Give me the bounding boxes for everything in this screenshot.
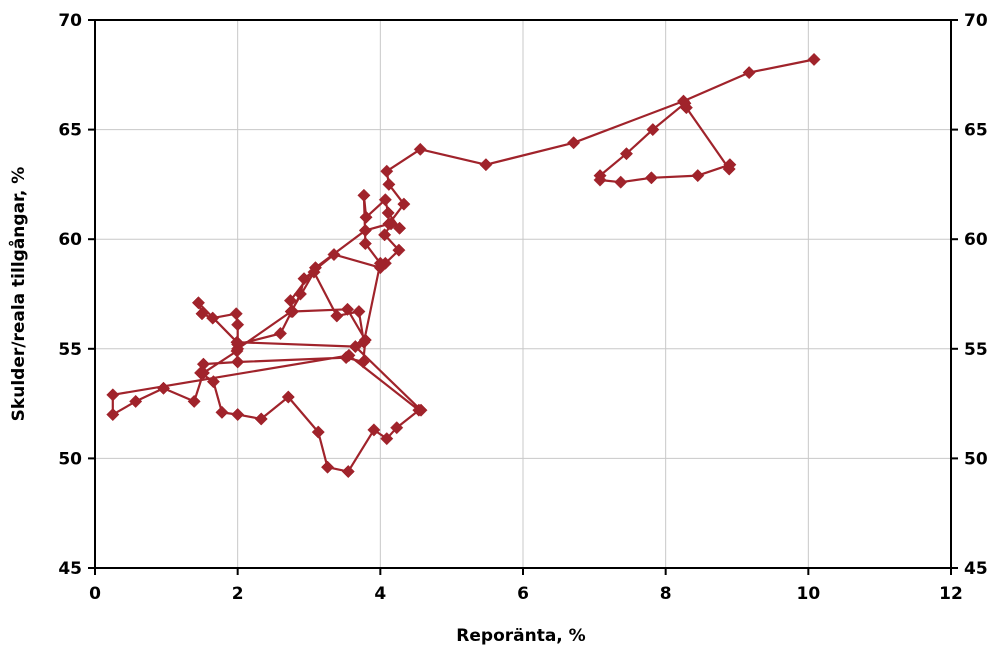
data-point-marker bbox=[359, 210, 373, 224]
data-point-marker bbox=[254, 412, 268, 426]
data-point-marker bbox=[340, 302, 355, 316]
data-point-marker bbox=[281, 390, 295, 404]
x-tick-label: 2 bbox=[232, 584, 244, 604]
data-point-marker bbox=[195, 307, 209, 321]
data-point-marker bbox=[392, 243, 406, 257]
data-point-marker bbox=[284, 304, 298, 319]
data-point-marker bbox=[191, 296, 205, 310]
data-point-marker bbox=[807, 52, 821, 67]
data-point-marker bbox=[678, 96, 692, 110]
data-point-marker bbox=[378, 193, 392, 207]
y-tick-label-right: 55 bbox=[964, 340, 988, 360]
data-point-marker bbox=[723, 158, 737, 172]
data-point-marker bbox=[215, 405, 229, 419]
data-point-marker bbox=[367, 423, 381, 437]
data-point-marker bbox=[614, 175, 628, 189]
data-point-marker bbox=[206, 375, 220, 389]
data-point-marker bbox=[293, 287, 307, 301]
y-tick-label-left: 50 bbox=[58, 449, 82, 469]
data-point-marker bbox=[231, 318, 245, 332]
data-point-marker bbox=[357, 188, 371, 202]
data-point-marker bbox=[187, 394, 201, 408]
data-point-marker bbox=[273, 326, 288, 341]
data-point-marker bbox=[229, 307, 243, 321]
data-point-marker bbox=[320, 460, 335, 474]
data-point-marker bbox=[380, 164, 394, 178]
data-point-marker bbox=[479, 158, 493, 172]
data-point-marker bbox=[352, 304, 366, 319]
x-tick-label: 8 bbox=[660, 584, 672, 604]
data-point-marker bbox=[341, 464, 355, 479]
x-tick-label: 0 bbox=[89, 584, 101, 604]
data-point-marker bbox=[342, 348, 356, 362]
y-tick-label-left: 60 bbox=[58, 230, 82, 250]
x-tick-label: 12 bbox=[939, 584, 963, 604]
data-point-marker bbox=[231, 408, 245, 422]
data-point-marker bbox=[380, 432, 394, 446]
data-point-marker bbox=[619, 147, 633, 161]
data-point-marker bbox=[378, 228, 392, 242]
plot-area-border bbox=[94, 19, 952, 569]
data-point-marker bbox=[593, 169, 607, 183]
y-tick-label-left: 70 bbox=[58, 11, 82, 31]
data-point-marker bbox=[644, 171, 658, 185]
y-tick-label-right: 65 bbox=[964, 121, 988, 141]
data-point-marker bbox=[373, 256, 387, 270]
data-point-marker bbox=[327, 247, 341, 262]
data-point-marker bbox=[390, 421, 404, 435]
data-point-marker bbox=[156, 381, 171, 395]
data-series bbox=[106, 52, 821, 479]
data-point-marker bbox=[106, 408, 120, 422]
data-point-marker bbox=[384, 217, 398, 231]
data-point-marker bbox=[358, 223, 372, 237]
data-point-marker bbox=[413, 142, 427, 156]
data-point-marker bbox=[297, 272, 311, 286]
y-tick-label-right: 45 bbox=[964, 559, 988, 579]
data-point-marker bbox=[196, 366, 210, 380]
y-tick-label-right: 70 bbox=[964, 11, 988, 31]
y-axis-title: Skulder/reala tillgångar, % bbox=[7, 167, 29, 422]
data-point-marker bbox=[742, 66, 756, 80]
data-point-marker bbox=[567, 136, 581, 150]
data-point-marker bbox=[206, 311, 220, 325]
data-point-marker bbox=[382, 177, 396, 191]
data-point-marker bbox=[330, 309, 344, 323]
data-point-marker bbox=[348, 340, 362, 354]
y-tick-label-left: 55 bbox=[58, 340, 82, 360]
data-point-marker bbox=[307, 265, 321, 279]
data-point-marker bbox=[381, 206, 395, 220]
axes bbox=[88, 19, 958, 575]
data-point-marker bbox=[397, 197, 411, 211]
x-tick-label: 10 bbox=[796, 584, 820, 604]
y-tick-label-left: 45 bbox=[58, 559, 82, 579]
data-point-marker bbox=[231, 355, 245, 369]
data-point-marker bbox=[393, 221, 407, 235]
x-tick-label: 4 bbox=[374, 584, 386, 604]
x-axis-title: Reporänta, % bbox=[456, 626, 585, 646]
y-tick-label-left: 65 bbox=[58, 121, 82, 141]
data-point-marker bbox=[358, 237, 372, 251]
data-point-marker bbox=[414, 403, 428, 417]
data-point-marker bbox=[106, 388, 120, 402]
data-point-marker bbox=[646, 123, 660, 137]
data-point-marker bbox=[129, 394, 143, 408]
data-point-marker bbox=[356, 355, 370, 369]
data-point-marker bbox=[311, 425, 325, 439]
data-point-marker bbox=[230, 335, 244, 349]
y-tick-label-right: 60 bbox=[964, 230, 988, 250]
data-point-marker bbox=[691, 169, 705, 183]
data-point-marker bbox=[357, 335, 371, 349]
x-tick-label: 6 bbox=[517, 584, 529, 604]
y-tick-label-right: 50 bbox=[964, 449, 988, 469]
